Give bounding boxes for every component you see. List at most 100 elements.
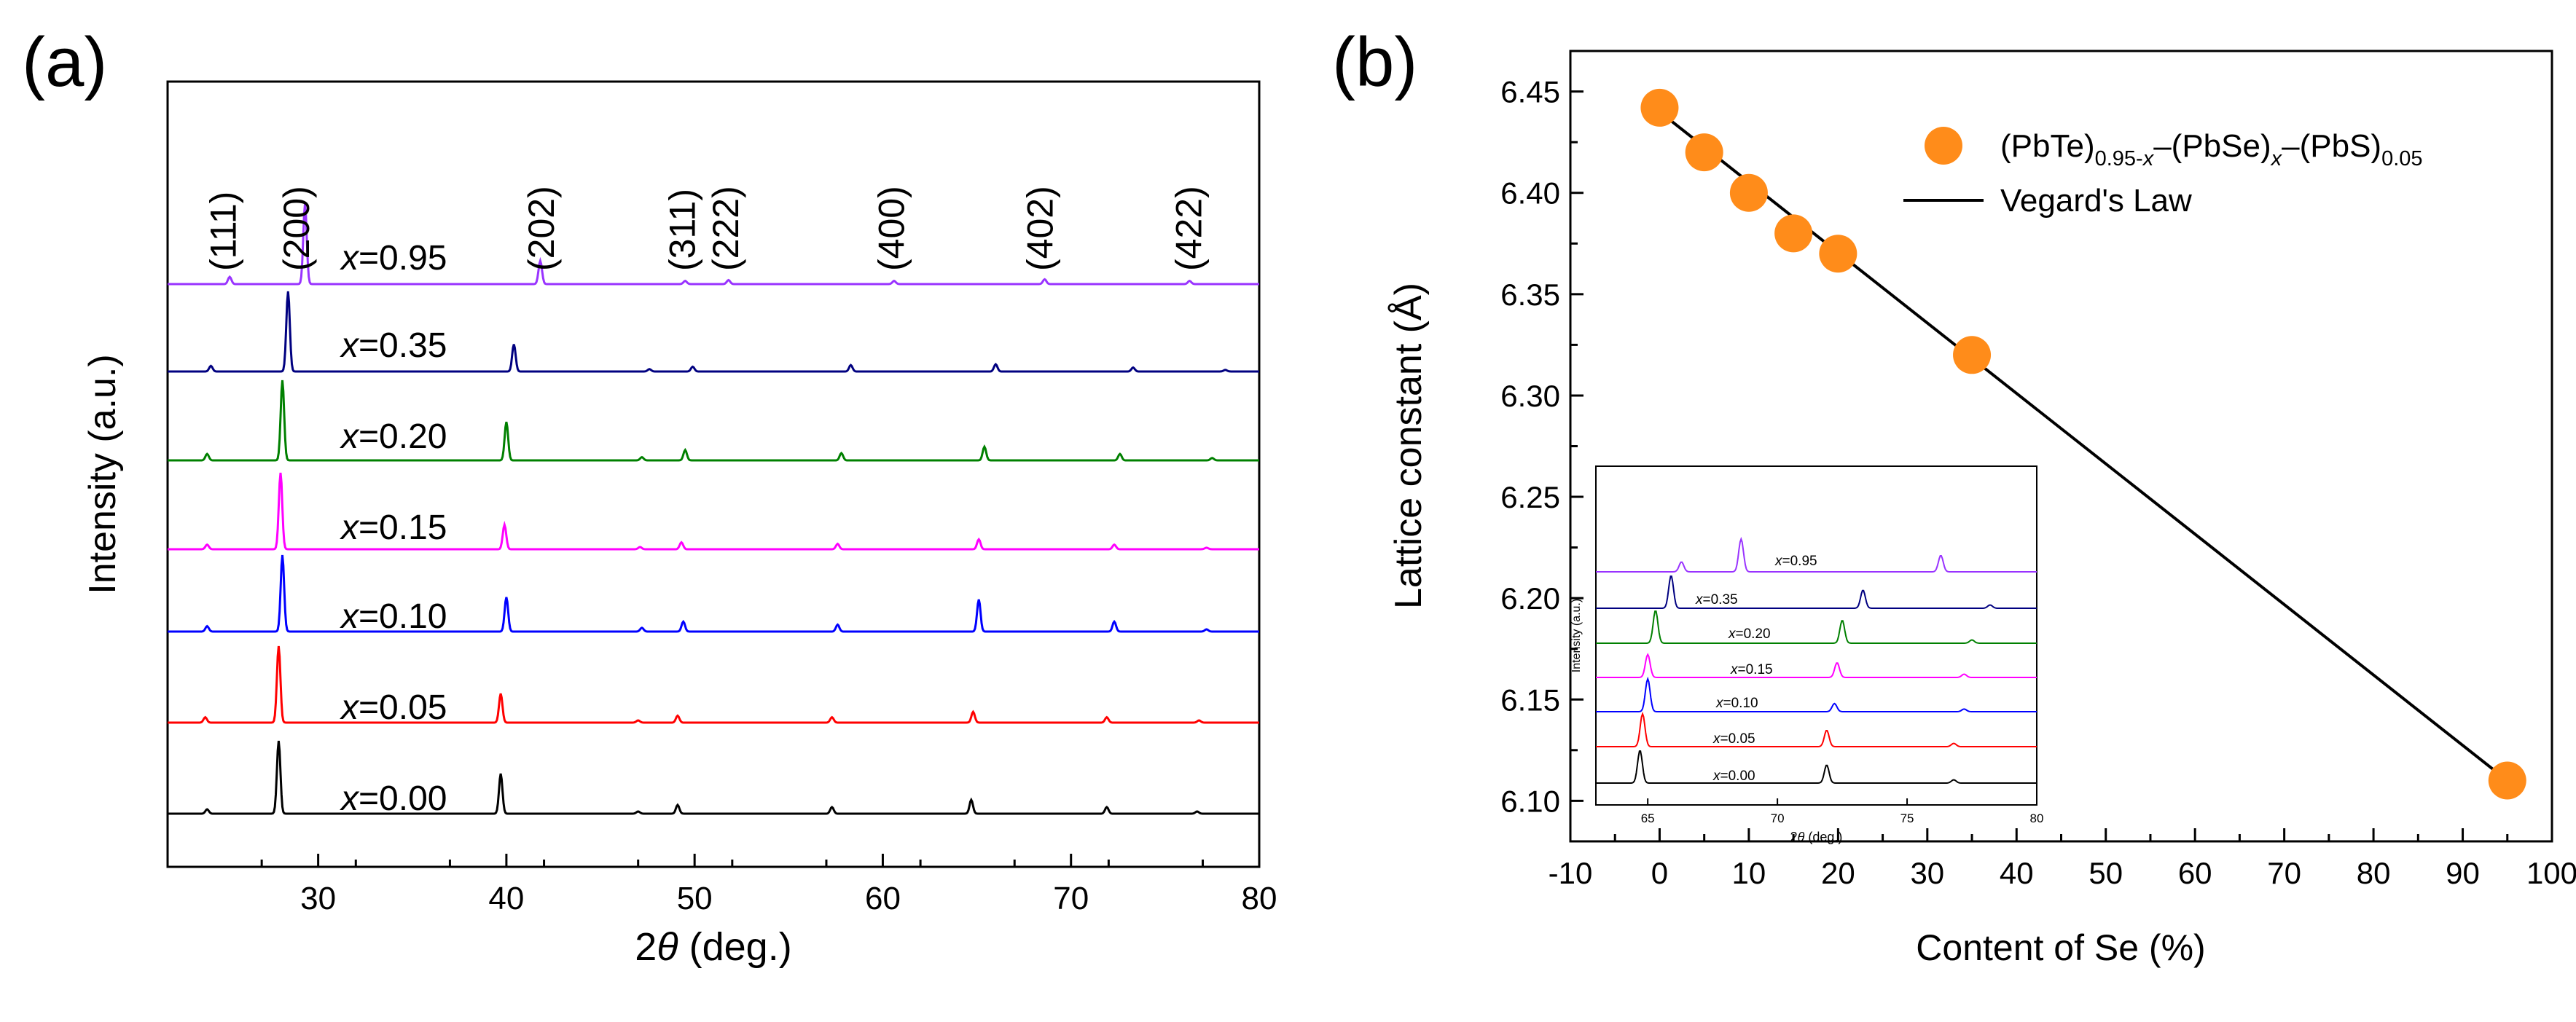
panel-b-data-points (1640, 88, 2526, 800)
panel-b-x-tick-label: 90 (2446, 856, 2480, 890)
panel-a-xrd-chart: (a) 30 40 50 60 70 80 x=0.00 x=0.05 x=0.10 x=0.1… (22, 23, 1277, 969)
inset-pattern-line (1596, 712, 2037, 747)
inset-series-label: x=0.20 (1728, 626, 1771, 642)
legend-scatter-label: (PbTe)0.95-x–(PbSe)x–(PbS)0.05 (2000, 128, 2423, 170)
panel-a-x-tick-label: 70 (1053, 881, 1089, 916)
panel-b-y-tick-label: 6.15 (1500, 683, 1560, 717)
panel-b-x-tick-label: 70 (2267, 856, 2301, 890)
inset-x-tick-label: 70 (1771, 811, 1785, 825)
xrd-series-label: x=0.15 (340, 508, 447, 547)
inset-series-label: x=0.15 (1730, 662, 1773, 677)
xrd-pattern-line (168, 645, 1259, 724)
panel-b-y-tick-label: 6.45 (1500, 75, 1560, 109)
inset-series-0.95: x=0.95 (1596, 536, 2037, 573)
xrd-pattern-line (168, 740, 1259, 815)
panel-b-x-tick-label: 50 (2088, 856, 2123, 890)
panel-b-y-tick-label: 6.20 (1500, 581, 1560, 616)
lattice-data-point (1774, 214, 1813, 253)
panel-a-plot-frame (166, 80, 1261, 868)
inset-series-0.05: x=0.05 (1596, 712, 2037, 747)
panel-b-y-tick-label: 6.30 (1500, 379, 1560, 413)
peak-label: (400) (871, 186, 912, 271)
xrd-series-label: x=0.00 (340, 779, 447, 818)
inset-pattern-line (1596, 676, 2037, 712)
panel-a-x-axis-label: 2θ (deg.) (635, 925, 791, 969)
panel-b-x-tick-label: 80 (2357, 856, 2391, 890)
inset-x-tick-label: 65 (1641, 811, 1655, 825)
inset-series-label: x=0.05 (1712, 731, 1755, 747)
inset-series-label: x=0.10 (1715, 696, 1758, 711)
panel-b-x-tick-label: 10 (1732, 856, 1766, 890)
panel-a-x-tick-label: 80 (1242, 881, 1277, 916)
xrd-series-0.05: x=0.05 (168, 645, 1259, 727)
panel-b-inset-chart: 65 70 75 80 x=0.00 x=0.05 x=0.10 x=0.15 x=0.20 x=… (1570, 465, 2044, 844)
panel-a-y-axis-label: Intensity (a.u.) (82, 354, 124, 594)
inset-pattern-line (1596, 575, 2037, 609)
panel-a-peak-labels: (111) (200) (202) (311) (222) (400) (402) (422) (203, 186, 1209, 271)
inset-x-axis-label: 2θ (deg.) (1790, 830, 1843, 844)
inset-pattern-line (1596, 536, 2037, 573)
peak-label: (202) (521, 186, 562, 271)
peak-label: (111) (203, 192, 243, 271)
panel-b-x-tick-label: 0 (1651, 856, 1668, 890)
xrd-series-0.35: x=0.35 (168, 291, 1259, 373)
panel-a-x-tick-label: 30 (300, 881, 336, 916)
xrd-series-label: x=0.05 (340, 688, 447, 727)
xrd-series-0.10: x=0.10 (168, 554, 1259, 636)
panel-b-y-axis-label: Lattice constant (Å) (1387, 283, 1430, 609)
inset-y-axis-label: Intensity (a.u.) (1570, 599, 1583, 672)
panel-b-y-tick-label: 6.40 (1500, 176, 1560, 211)
inset-series-0.10: x=0.10 (1596, 676, 2037, 712)
inset-series-label: x=0.35 (1695, 592, 1738, 608)
inset-series-0.35: x=0.35 (1596, 575, 2037, 609)
xrd-series-label: x=0.10 (340, 597, 447, 636)
lattice-data-point (1953, 336, 1992, 374)
panel-a-x-tick-label: 50 (677, 881, 713, 916)
lattice-data-point (1819, 235, 1857, 273)
xrd-pattern-line (168, 380, 1259, 462)
xrd-pattern-line (168, 291, 1259, 373)
inset-series-0.20: x=0.20 (1596, 610, 2037, 644)
lattice-data-point (1729, 173, 1768, 212)
panel-b-y-tick-label: 6.25 (1500, 480, 1560, 514)
panel-b-x-tick-label: 100 (2526, 856, 2576, 890)
panel-b-x-tick-label: 60 (2178, 856, 2212, 890)
inset-series-label: x=0.95 (1774, 554, 1817, 569)
panel-b-label: (b) (1332, 23, 1417, 101)
inset-series-label: x=0.00 (1712, 769, 1755, 784)
peak-label: (311) (662, 189, 703, 271)
lattice-data-point (1640, 88, 1679, 127)
xrd-series-0.00: x=0.00 (168, 740, 1259, 818)
xrd-series-0.20: x=0.20 (168, 380, 1259, 462)
inset-pattern-line (1596, 653, 2037, 678)
inset-x-tick-label: 75 (1900, 811, 1914, 825)
inset-x-tick-label: 80 (2030, 811, 2044, 825)
xrd-pattern-line (168, 203, 1259, 286)
xrd-series-label: x=0.35 (340, 326, 447, 365)
lattice-data-point (1685, 133, 1723, 172)
panel-a-x-tick-label: 40 (488, 881, 524, 916)
panel-b-x-tick-label: 20 (1821, 856, 1855, 890)
panel-b-x-axis-label: Content of Se (%) (1916, 927, 2205, 968)
inset-series-0.15: x=0.15 (1596, 653, 2037, 678)
xrd-series-label: x=0.95 (340, 239, 447, 278)
peak-label: (200) (276, 186, 317, 271)
panel-a-series: x=0.00 x=0.05 x=0.10 x=0.15 x=0.20 x=0.35 x=0.… (168, 203, 1259, 818)
panel-b-axis-ticks: -10 0 10 20 30 40 50 60 70 80 90 100 6.10 6.15 6.20 6.2… (1500, 75, 2576, 890)
panel-b-y-tick-label: 6.35 (1500, 278, 1560, 312)
panel-b-lattice-chart: (b) -10 0 10 20 30 40 50 60 70 80 90 100 6.10 6.15 6.2… (1332, 23, 2576, 968)
panel-b-y-tick-label: 6.10 (1500, 784, 1560, 818)
inset-frame (1595, 465, 2037, 806)
xrd-series-label: x=0.20 (340, 417, 447, 456)
xrd-pattern-line (168, 472, 1259, 551)
xrd-pattern-line (168, 554, 1259, 633)
inset-series-0.00: x=0.00 (1596, 750, 2037, 784)
panel-b-x-tick-label: 40 (2000, 856, 2034, 890)
inset-pattern-line (1596, 750, 2037, 784)
panel-a-label: (a) (22, 23, 107, 101)
xrd-series-0.15: x=0.15 (168, 472, 1259, 551)
panel-a-x-ticks: 30 40 50 60 70 80 (166, 854, 1277, 916)
panel-b-x-tick-label: 30 (1910, 856, 1944, 890)
peak-label: (422) (1168, 186, 1209, 271)
